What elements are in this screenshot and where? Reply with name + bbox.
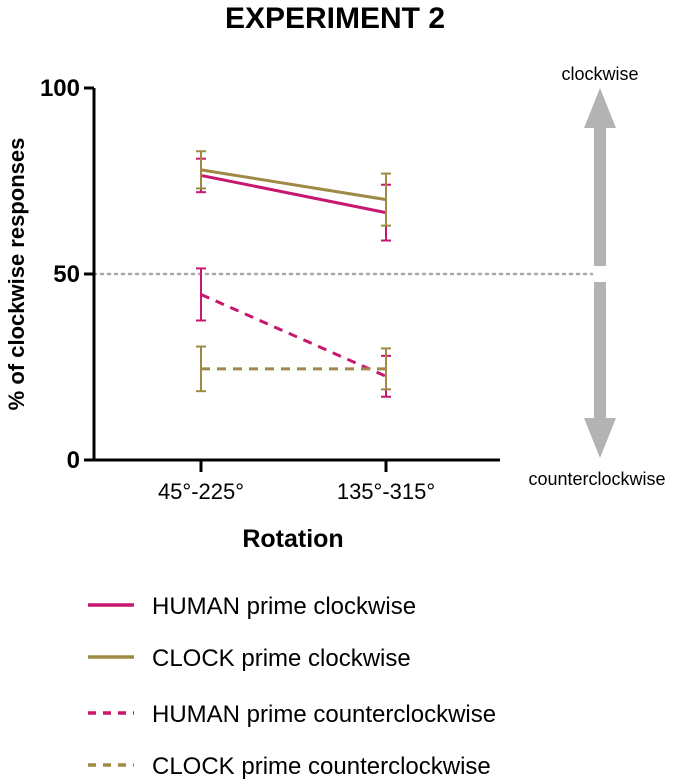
legend-label: HUMAN prime clockwise [152, 593, 416, 620]
plot-area: 0 50 100 45°-225° 135°-315° [40, 75, 594, 504]
legend-item: CLOCK prime clockwise [88, 645, 411, 672]
series-line [200, 293, 387, 378]
series-3 [196, 267, 391, 398]
down-arrow-icon [584, 418, 616, 458]
legend-item: CLOCK prime counterclockwise [88, 753, 491, 779]
x-tick-label: 45°-225° [158, 479, 244, 504]
legend: HUMAN prime clockwise CLOCK prime clockwi… [88, 593, 496, 779]
arrow-label-counterclockwise: counterclockwise [528, 469, 665, 489]
y-axis-label: % of clockwise responses [4, 138, 29, 411]
series-2 [196, 150, 391, 227]
x-axis-label: Rotation [242, 525, 343, 553]
up-arrow-shaft [594, 126, 606, 266]
arrow-label-clockwise: clockwise [561, 64, 638, 84]
legend-item: HUMAN prime counterclockwise [88, 701, 496, 728]
series-4 [196, 345, 391, 393]
direction-arrow [584, 88, 616, 458]
legend-label: CLOCK prime counterclockwise [152, 753, 491, 779]
legend-item: HUMAN prime clockwise [88, 593, 416, 620]
chart-title: EXPERIMENT 2 [225, 2, 445, 35]
legend-label: HUMAN prime counterclockwise [152, 701, 496, 728]
up-arrow-icon [584, 88, 616, 128]
y-tick-label: 50 [53, 261, 80, 288]
x-tick-label: 135°-315° [337, 479, 435, 504]
y-tick-label: 0 [67, 447, 80, 474]
series-line [200, 173, 387, 215]
y-tick-label: 100 [40, 75, 80, 102]
series-line [200, 168, 387, 202]
legend-label: CLOCK prime clockwise [152, 645, 411, 672]
down-arrow-shaft [594, 282, 606, 420]
series-1 [196, 157, 391, 242]
